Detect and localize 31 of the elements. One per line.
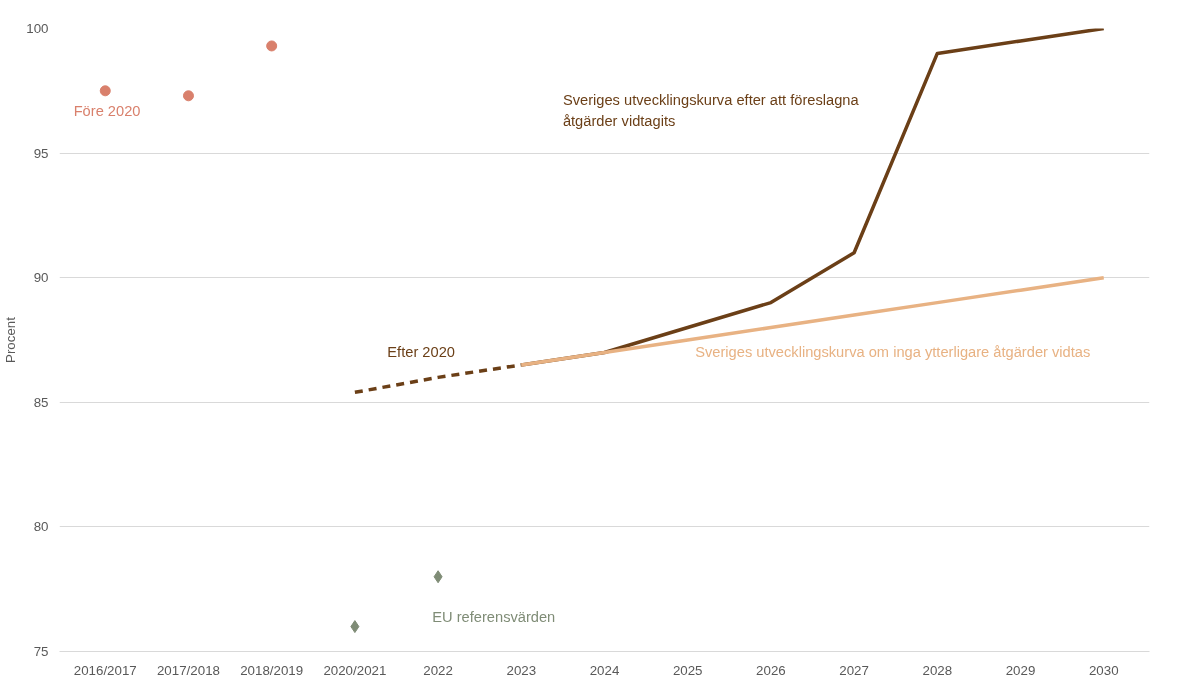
x-tick-label: 2026 — [756, 662, 786, 678]
point — [99, 85, 111, 97]
x-tick-label: 2027 — [839, 662, 869, 678]
x-tick-label: 2016/2017 — [73, 662, 137, 678]
series-label: EU referensvärden — [432, 608, 556, 625]
series-label: Före 2020 — [73, 103, 141, 120]
y-tick-label: 90 — [33, 270, 49, 286]
series-label: Efter 2020 — [387, 344, 455, 361]
point — [350, 620, 360, 634]
point — [266, 40, 278, 52]
x-tick-label: 2022 — [423, 662, 453, 678]
x-tick-label: 2029 — [1005, 662, 1036, 678]
x-tick-label: 2023 — [506, 662, 537, 678]
y-tick-label: 75 — [33, 644, 49, 659]
x-tick-label: 2024 — [589, 662, 620, 678]
x-tick-label: 2020/2021 — [323, 662, 387, 678]
line-series — [519, 275, 1106, 367]
x-tick-label: 2030 — [1088, 662, 1119, 678]
y-tick-label: 100 — [26, 21, 49, 36]
y-axis-title: Procent — [3, 316, 19, 363]
text: Sveriges utvecklingskurva efter att föreslagna åtgärder vidtagits — [562, 92, 860, 129]
point — [433, 570, 443, 584]
x-tick-label: 2017/2018 — [156, 662, 220, 678]
series-label: Sveriges utvecklingskurva om inga ytterligare åtgärder vidtas — [695, 344, 1091, 361]
point — [182, 90, 194, 102]
y-tick-label: 95 — [33, 145, 49, 161]
x-tick-label: 2018/2019 — [240, 662, 304, 678]
x-tick-label: 2025 — [672, 662, 703, 678]
y-tick-label: 80 — [33, 519, 49, 535]
x-tick-label: 2028 — [922, 662, 953, 678]
y-tick-label: 85 — [33, 394, 49, 410]
